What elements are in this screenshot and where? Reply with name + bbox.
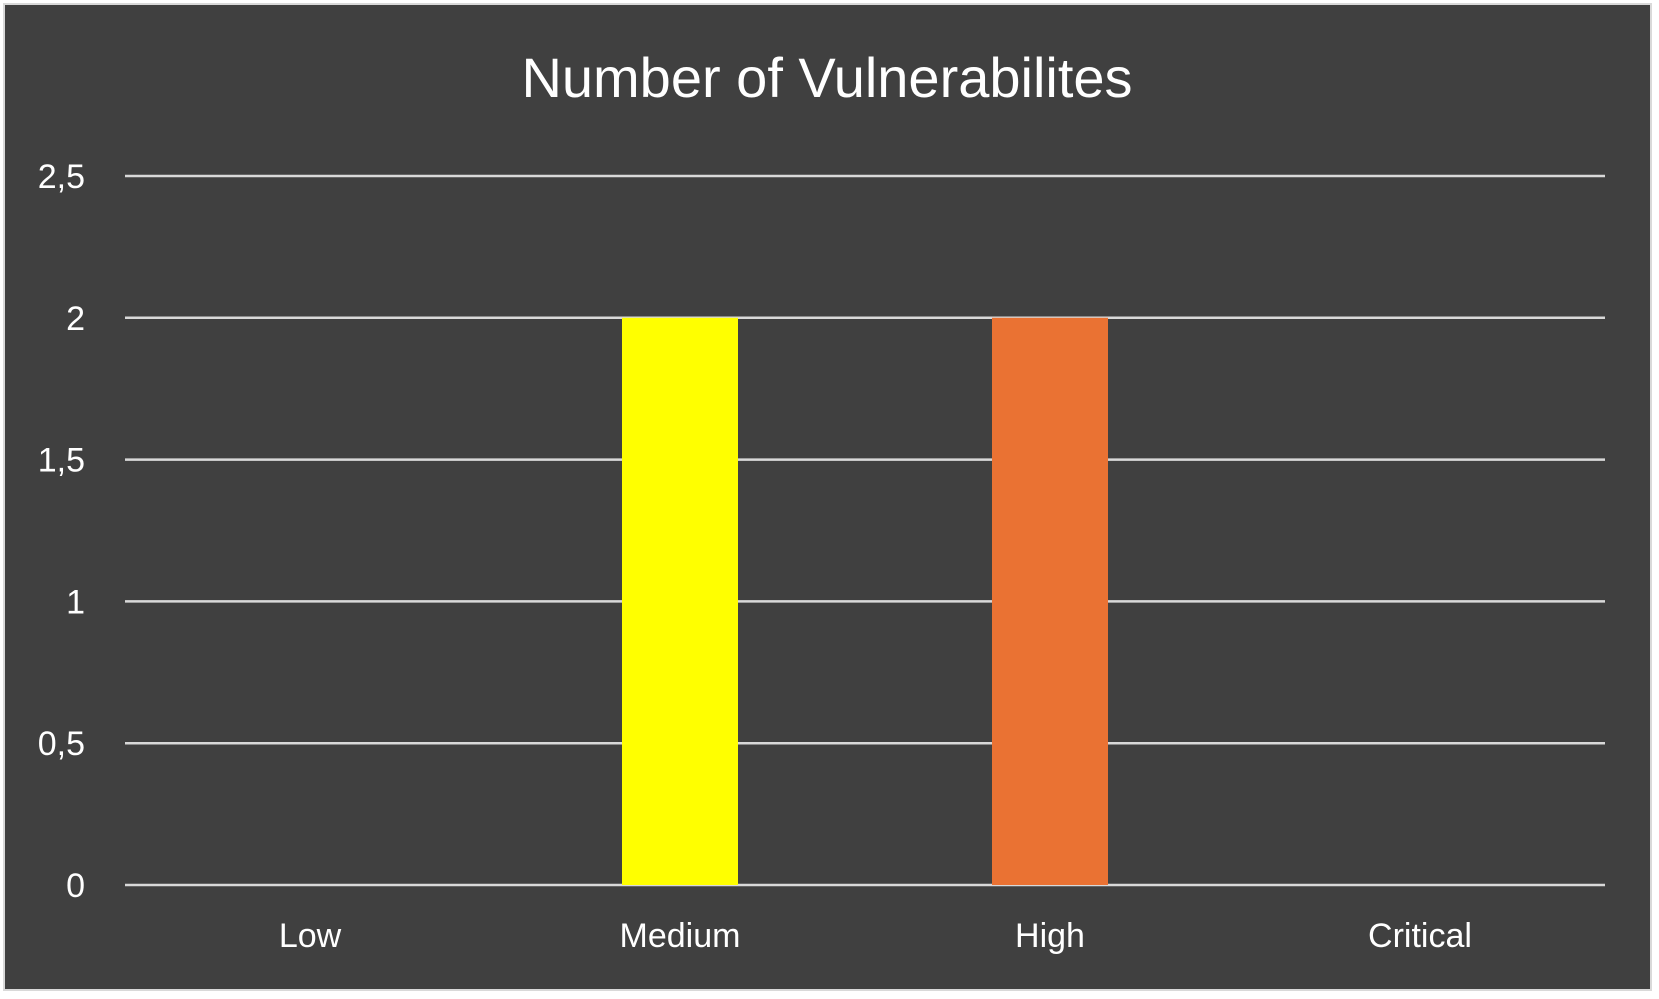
y-axis-ticks: 0 0,5 1 1,5 2 2,5: [38, 158, 85, 905]
x-category-label: Critical: [1368, 917, 1472, 955]
gridlines: [125, 174, 1605, 887]
x-category-label: High: [1015, 917, 1085, 955]
bar-medium: [622, 317, 738, 885]
bar-chart: Number of Vulnerabilites 0 0,5 1 1,5 2 2,5 Lo…: [38, 46, 1605, 955]
y-tick-label: 1: [66, 583, 85, 621]
x-category-label: Medium: [620, 917, 741, 955]
y-tick-label: 0: [66, 867, 85, 905]
x-axis-categories: Low Medium High Critical: [279, 917, 1472, 955]
chart-frame: Number of Vulnerabilites 0 0,5 1 1,5 2 2,5 Lo…: [3, 3, 1652, 991]
x-category-label: Low: [279, 917, 342, 955]
y-tick-label: 2,5: [38, 158, 85, 196]
chart-title: Number of Vulnerabilites: [521, 46, 1132, 109]
y-tick-label: 2: [66, 300, 85, 338]
y-tick-label: 0,5: [38, 725, 85, 763]
bar-high: [992, 317, 1108, 885]
y-tick-label: 1,5: [38, 442, 85, 480]
bars: [622, 317, 1108, 885]
